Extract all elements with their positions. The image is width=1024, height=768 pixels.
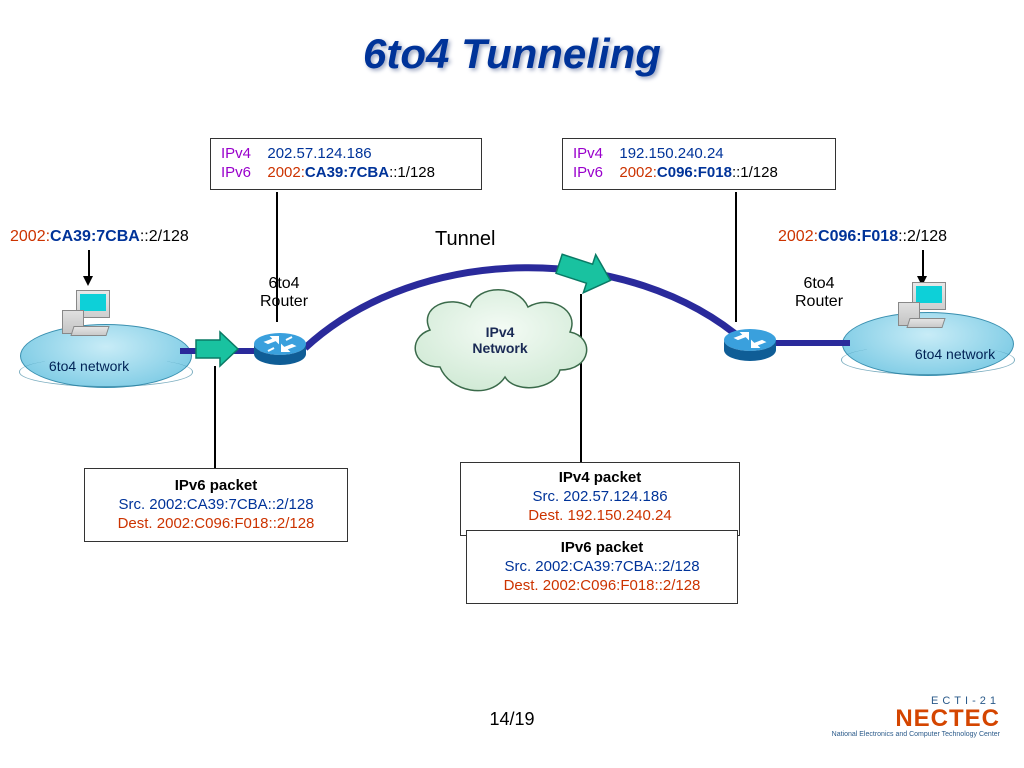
logo-main: NECTEC (832, 707, 1000, 731)
ipv4-label: IPv4 (221, 145, 259, 162)
ipv6-prefix: 2002: (619, 164, 657, 181)
ipv6-main: C096:F018 (818, 228, 898, 245)
ipv6-prefix: 2002: (10, 228, 50, 245)
router-icon (722, 326, 778, 362)
network-label-left: 6to4 network (34, 358, 144, 374)
ipv6-suffix: ::1/128 (732, 164, 778, 181)
callout-line (922, 250, 924, 278)
ipv4-addr: 202.57.124.186 (267, 145, 371, 162)
network-label-right: 6to4 network (900, 346, 1010, 362)
right-router-infobox: IPv4 192.150.240.24 IPv6 2002:C096:F018:… (562, 138, 836, 190)
link-line (770, 340, 850, 346)
computer-icon (62, 290, 110, 334)
left-router-infobox: IPv4 202.57.124.186 IPv6 2002:CA39:7CBA:… (210, 138, 482, 190)
tunnel-arc (300, 250, 750, 370)
ipv4-packet-box: IPv4 packet Src. 202.57.124.186 Dest. 19… (460, 462, 740, 536)
ipv6-packet-box-left: IPv6 packet Src. 2002:CA39:7CBA::2/128 D… (84, 468, 348, 542)
ipv4-label: IPv4 (573, 145, 611, 162)
tunnel-label: Tunnel (435, 228, 495, 251)
ipv6-suffix: ::2/128 (140, 228, 189, 245)
right-host-address: 2002:C096:F018::2/128 (778, 228, 947, 246)
packet-src: Src. 2002:CA39:7CBA::2/128 (97, 496, 335, 515)
packet-dest: Dest. 2002:C096:F018::2/128 (479, 577, 725, 596)
computer-icon (898, 282, 946, 326)
packet-src: Src. 2002:CA39:7CBA::2/128 (479, 558, 725, 577)
ipv6-main: CA39:7CBA (50, 228, 140, 245)
ipv6-label: IPv6 (573, 164, 611, 181)
ipv6-prefix: 2002: (778, 228, 818, 245)
packet-dest: Dest. 192.150.240.24 (471, 507, 729, 526)
transfer-arrow-icon (194, 332, 240, 371)
callout-line (88, 250, 90, 278)
ipv6-label: IPv6 (221, 164, 259, 181)
router-icon (252, 330, 308, 366)
packet-title: IPv6 packet (479, 539, 725, 558)
router-label-right: 6to4 Router (795, 275, 843, 311)
ipv6-prefix: 2002: (267, 164, 305, 181)
ipv4-addr: 192.150.240.24 (619, 145, 723, 162)
logo-sub: National Electronics and Computer Techno… (832, 731, 1000, 738)
ipv6-suffix: ::1/128 (389, 164, 435, 181)
ipv6-suffix: ::2/128 (898, 228, 947, 245)
packet-dest: Dest. 2002:C096:F018::2/128 (97, 515, 335, 534)
packet-title: IPv6 packet (97, 477, 335, 496)
callout-line (214, 366, 216, 470)
ipv6-main: CA39:7CBA (305, 164, 389, 181)
ipv6-packet-box-encapsulated: IPv6 packet Src. 2002:CA39:7CBA::2/128 D… (466, 530, 738, 604)
arrow-down-icon (83, 276, 93, 286)
nectec-logo: ECTI-21 NECTEC National Electronics and … (832, 696, 1000, 738)
left-host-address: 2002:CA39:7CBA::2/128 (10, 228, 189, 246)
slide-title: 6to4 Tunneling (0, 30, 1024, 78)
ipv6-main: C096:F018 (657, 164, 732, 181)
packet-src: Src. 202.57.124.186 (471, 488, 729, 507)
packet-title: IPv4 packet (471, 469, 729, 488)
